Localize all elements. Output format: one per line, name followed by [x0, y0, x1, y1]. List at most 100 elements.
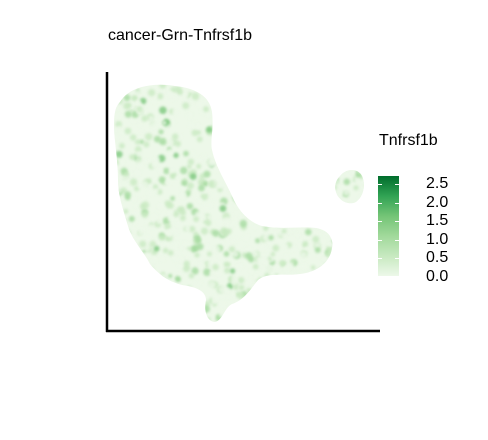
data-point [305, 228, 312, 236]
data-point [314, 217, 321, 224]
data-point [348, 90, 355, 97]
data-point [335, 91, 341, 98]
data-point [332, 114, 338, 120]
data-point [307, 314, 314, 321]
data-point [115, 188, 122, 194]
data-point [237, 125, 243, 131]
data-point [289, 160, 298, 169]
data-point [245, 252, 253, 260]
data-point [115, 120, 122, 128]
data-point [335, 289, 344, 297]
data-point [340, 269, 346, 276]
data-point [347, 84, 355, 89]
data-point [128, 308, 134, 313]
data-point [268, 214, 275, 222]
data-point [313, 224, 319, 230]
data-point [287, 155, 294, 163]
data-point [149, 267, 154, 272]
data-point [212, 148, 219, 155]
data-point [219, 113, 227, 122]
data-point [213, 85, 220, 93]
data-point [227, 320, 234, 322]
data-point [158, 115, 164, 121]
data-point [200, 310, 206, 317]
data-point [208, 84, 214, 89]
data-point [260, 268, 267, 275]
data-point [223, 167, 231, 175]
data-point [167, 215, 175, 223]
data-point [257, 110, 264, 116]
data-point [308, 124, 316, 131]
data-point [236, 109, 241, 115]
data-point [241, 187, 247, 193]
data-point [149, 280, 156, 287]
data-point [120, 316, 129, 322]
data-point [361, 192, 364, 200]
data-point [115, 150, 123, 158]
data-point [248, 269, 254, 274]
data-point [143, 314, 151, 322]
data-point [351, 105, 357, 111]
data-point [317, 251, 324, 259]
data-point [238, 157, 245, 163]
data-point [124, 191, 131, 198]
data-point [316, 185, 324, 193]
data-point [320, 303, 328, 310]
data-point [217, 137, 223, 143]
data-point [296, 144, 303, 152]
data-point [271, 279, 279, 287]
data-point [215, 100, 222, 107]
data-point [284, 253, 290, 260]
data-point [348, 224, 354, 229]
data-point [116, 198, 123, 205]
data-point [323, 197, 331, 204]
data-point [282, 233, 288, 239]
data-point [182, 241, 189, 248]
data-point [338, 221, 343, 226]
data-point [269, 193, 276, 199]
data-point [114, 132, 116, 138]
data-point [147, 265, 155, 273]
data-point [202, 181, 209, 187]
data-point [239, 188, 245, 194]
data-point [215, 156, 220, 162]
data-point [350, 160, 357, 167]
data-point [176, 207, 183, 213]
data-point [361, 121, 364, 127]
data-point [189, 150, 196, 156]
data-point [178, 319, 185, 322]
data-point [143, 323, 150, 330]
data-point [164, 84, 171, 89]
data-point [120, 271, 126, 277]
legend-tick-label: 0.0 [426, 267, 449, 285]
data-point [344, 216, 350, 221]
data-point [167, 321, 174, 322]
data-point [357, 100, 364, 108]
data-point [186, 182, 194, 190]
data-point [266, 165, 272, 171]
data-point [289, 208, 295, 214]
data-point [328, 214, 334, 220]
data-point [213, 121, 219, 128]
data-point [302, 282, 309, 288]
data-point [124, 264, 131, 271]
data-point [260, 122, 267, 129]
data-point [223, 251, 230, 257]
data-point [238, 123, 245, 130]
data-point [256, 277, 264, 285]
data-point [283, 280, 288, 285]
data-point [316, 132, 322, 139]
data-point [286, 178, 293, 185]
data-point [315, 318, 323, 322]
data-point [176, 312, 183, 319]
data-point [219, 205, 227, 212]
data-point [295, 294, 304, 303]
data-point [284, 228, 292, 235]
data-point [351, 210, 359, 217]
data-point [234, 86, 240, 92]
data-point [302, 240, 309, 247]
data-point [342, 320, 350, 322]
data-point [226, 153, 232, 159]
data-point [179, 191, 187, 199]
data-point [168, 168, 175, 175]
